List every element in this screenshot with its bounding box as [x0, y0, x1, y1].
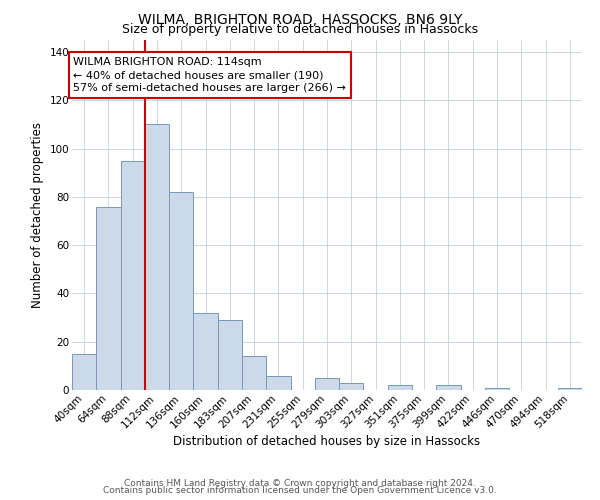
- Bar: [558, 388, 582, 390]
- Bar: [242, 356, 266, 390]
- Text: Contains public sector information licensed under the Open Government Licence v3: Contains public sector information licen…: [103, 486, 497, 495]
- Text: WILMA, BRIGHTON ROAD, HASSOCKS, BN6 9LY: WILMA, BRIGHTON ROAD, HASSOCKS, BN6 9LY: [138, 12, 462, 26]
- Bar: [193, 313, 218, 390]
- Bar: [121, 160, 145, 390]
- Bar: [315, 378, 339, 390]
- X-axis label: Distribution of detached houses by size in Hassocks: Distribution of detached houses by size …: [173, 435, 481, 448]
- Bar: [436, 385, 461, 390]
- Y-axis label: Number of detached properties: Number of detached properties: [31, 122, 44, 308]
- Text: WILMA BRIGHTON ROAD: 114sqm
← 40% of detached houses are smaller (190)
57% of se: WILMA BRIGHTON ROAD: 114sqm ← 40% of det…: [73, 57, 346, 94]
- Bar: [96, 206, 121, 390]
- Bar: [339, 383, 364, 390]
- Bar: [218, 320, 242, 390]
- Bar: [266, 376, 290, 390]
- Bar: [169, 192, 193, 390]
- Bar: [72, 354, 96, 390]
- Bar: [485, 388, 509, 390]
- Bar: [145, 124, 169, 390]
- Text: Size of property relative to detached houses in Hassocks: Size of property relative to detached ho…: [122, 22, 478, 36]
- Text: Contains HM Land Registry data © Crown copyright and database right 2024.: Contains HM Land Registry data © Crown c…: [124, 478, 476, 488]
- Bar: [388, 385, 412, 390]
